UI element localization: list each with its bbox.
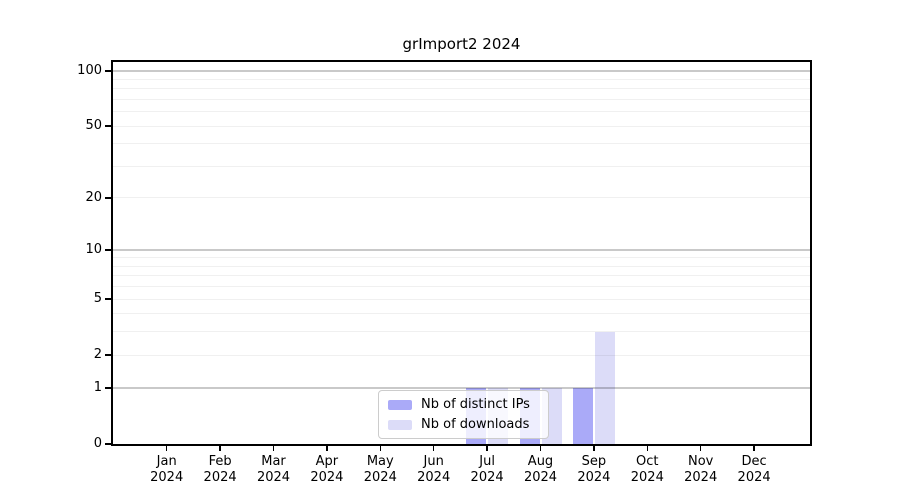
month-label: Feb	[208, 454, 232, 469]
x-axis-tick	[219, 446, 221, 451]
x-axis-tick	[326, 446, 328, 451]
x-axis-tick	[646, 446, 649, 451]
legend-item-downloads: Nb of downloads	[388, 416, 548, 432]
year-label: 2024	[630, 469, 664, 485]
legend-item-distinct-ips: Nb of distinct IPs	[388, 396, 548, 412]
year-label: 2024	[363, 469, 397, 485]
legend: Nb of distinct IPs Nb of downloads	[378, 390, 549, 439]
y-axis-tick-label: 50	[85, 118, 102, 134]
y-axis-tick-label: 10	[85, 242, 102, 258]
y-axis-tick	[105, 125, 112, 127]
month-label: Nov	[688, 454, 714, 469]
x-axis-tick-label: May 2024	[353, 454, 407, 485]
month-label: Jul	[479, 454, 495, 469]
month-label: Sep	[581, 454, 607, 469]
x-axis-tick-label: Mar 2024	[247, 454, 301, 485]
year-label: 2024	[523, 469, 558, 485]
distinct-ips-swatch	[388, 399, 412, 410]
bar-distinct-ips	[572, 387, 593, 444]
y-axis-tick-label: 2	[93, 347, 102, 363]
y-axis-tick	[105, 354, 112, 356]
x-axis-tick	[379, 446, 382, 451]
x-axis-tick-label: Apr 2024	[300, 454, 354, 485]
x-axis-tick-label: Dec 2024	[727, 454, 781, 485]
y-axis-tick	[105, 197, 112, 199]
y-axis-tick-label: 1	[93, 379, 102, 395]
x-axis-tick	[432, 446, 435, 451]
year-label: 2024	[737, 469, 771, 485]
month-label: Dec	[741, 454, 767, 469]
x-axis-tick-label: Aug 2024	[514, 454, 568, 485]
year-label: 2024	[150, 469, 184, 485]
bar-downloads	[594, 331, 615, 444]
y-axis-tick	[105, 298, 112, 300]
x-axis-tick-label: Feb 2024	[193, 454, 247, 485]
x-axis-tick	[486, 446, 488, 451]
x-axis-tick-label: Jul 2024	[460, 454, 514, 485]
x-axis-tick-label: Sep 2024	[567, 454, 621, 485]
x-axis-tick	[272, 446, 275, 451]
x-axis-tick-label: Nov 2024	[674, 454, 728, 485]
month-label: Mar	[261, 454, 286, 469]
y-axis-tick	[105, 249, 112, 251]
x-axis-tick	[699, 446, 702, 451]
y-axis-tick-label: 5	[93, 291, 102, 307]
x-axis-tick	[593, 446, 595, 451]
year-label: 2024	[470, 469, 504, 485]
legend-label: Nb of distinct IPs	[421, 396, 530, 412]
x-axis-tick	[539, 446, 542, 451]
y-axis-tick	[105, 443, 112, 445]
legend-label: Nb of downloads	[421, 416, 530, 432]
y-axis-tick-label: 100	[77, 63, 102, 78]
y-axis-tick-label: 20	[85, 189, 102, 205]
year-label: 2024	[577, 469, 611, 485]
x-axis-tick	[165, 446, 168, 451]
downloads-swatch	[388, 419, 412, 430]
x-axis-tick-label: Jun 2024	[407, 454, 461, 485]
bars-layer	[113, 62, 810, 444]
month-label: Oct	[636, 454, 659, 469]
year-label: 2024	[417, 469, 451, 485]
month-label: Jan	[156, 454, 177, 469]
month-label: Apr	[315, 454, 339, 469]
chart-title: grImport2 2024	[402, 35, 521, 53]
year-label: 2024	[203, 469, 237, 485]
y-axis-tick-label: 0	[93, 436, 102, 451]
year-label: 2024	[310, 469, 344, 485]
x-axis-tick-label: Oct 2024	[620, 454, 674, 485]
x-axis-tick-label: Jan 2024	[140, 454, 194, 485]
month-label: May	[366, 454, 394, 469]
plot-area	[113, 62, 810, 444]
month-label: Aug	[527, 454, 554, 469]
month-label: Jun	[423, 454, 444, 469]
year-label: 2024	[684, 469, 718, 485]
y-axis-tick	[105, 387, 112, 389]
x-axis-tick	[753, 446, 755, 451]
y-axis-tick	[105, 70, 112, 72]
year-label: 2024	[256, 469, 291, 485]
